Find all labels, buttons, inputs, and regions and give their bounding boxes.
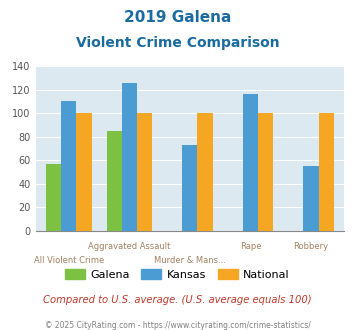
Bar bbox=[319, 113, 334, 231]
Text: Murder & Mans...: Murder & Mans... bbox=[154, 256, 226, 265]
Bar bbox=[76, 113, 92, 231]
Bar bbox=[197, 113, 213, 231]
Bar bbox=[122, 82, 137, 231]
Legend: Galena, Kansas, National: Galena, Kansas, National bbox=[61, 265, 294, 284]
Bar bbox=[182, 145, 197, 231]
Text: 2019 Galena: 2019 Galena bbox=[124, 10, 231, 25]
Text: Violent Crime Comparison: Violent Crime Comparison bbox=[76, 36, 279, 50]
Bar bbox=[61, 101, 76, 231]
Text: Compared to U.S. average. (U.S. average equals 100): Compared to U.S. average. (U.S. average … bbox=[43, 295, 312, 305]
Text: Rape: Rape bbox=[240, 242, 261, 251]
Bar bbox=[106, 131, 122, 231]
Text: Aggravated Assault: Aggravated Assault bbox=[88, 242, 170, 251]
Bar bbox=[243, 94, 258, 231]
Bar bbox=[304, 166, 319, 231]
Text: All Violent Crime: All Violent Crime bbox=[34, 256, 104, 265]
Bar bbox=[137, 113, 152, 231]
Bar bbox=[46, 164, 61, 231]
Text: © 2025 CityRating.com - https://www.cityrating.com/crime-statistics/: © 2025 CityRating.com - https://www.city… bbox=[45, 321, 310, 330]
Text: Robbery: Robbery bbox=[294, 242, 329, 251]
Bar bbox=[258, 113, 273, 231]
